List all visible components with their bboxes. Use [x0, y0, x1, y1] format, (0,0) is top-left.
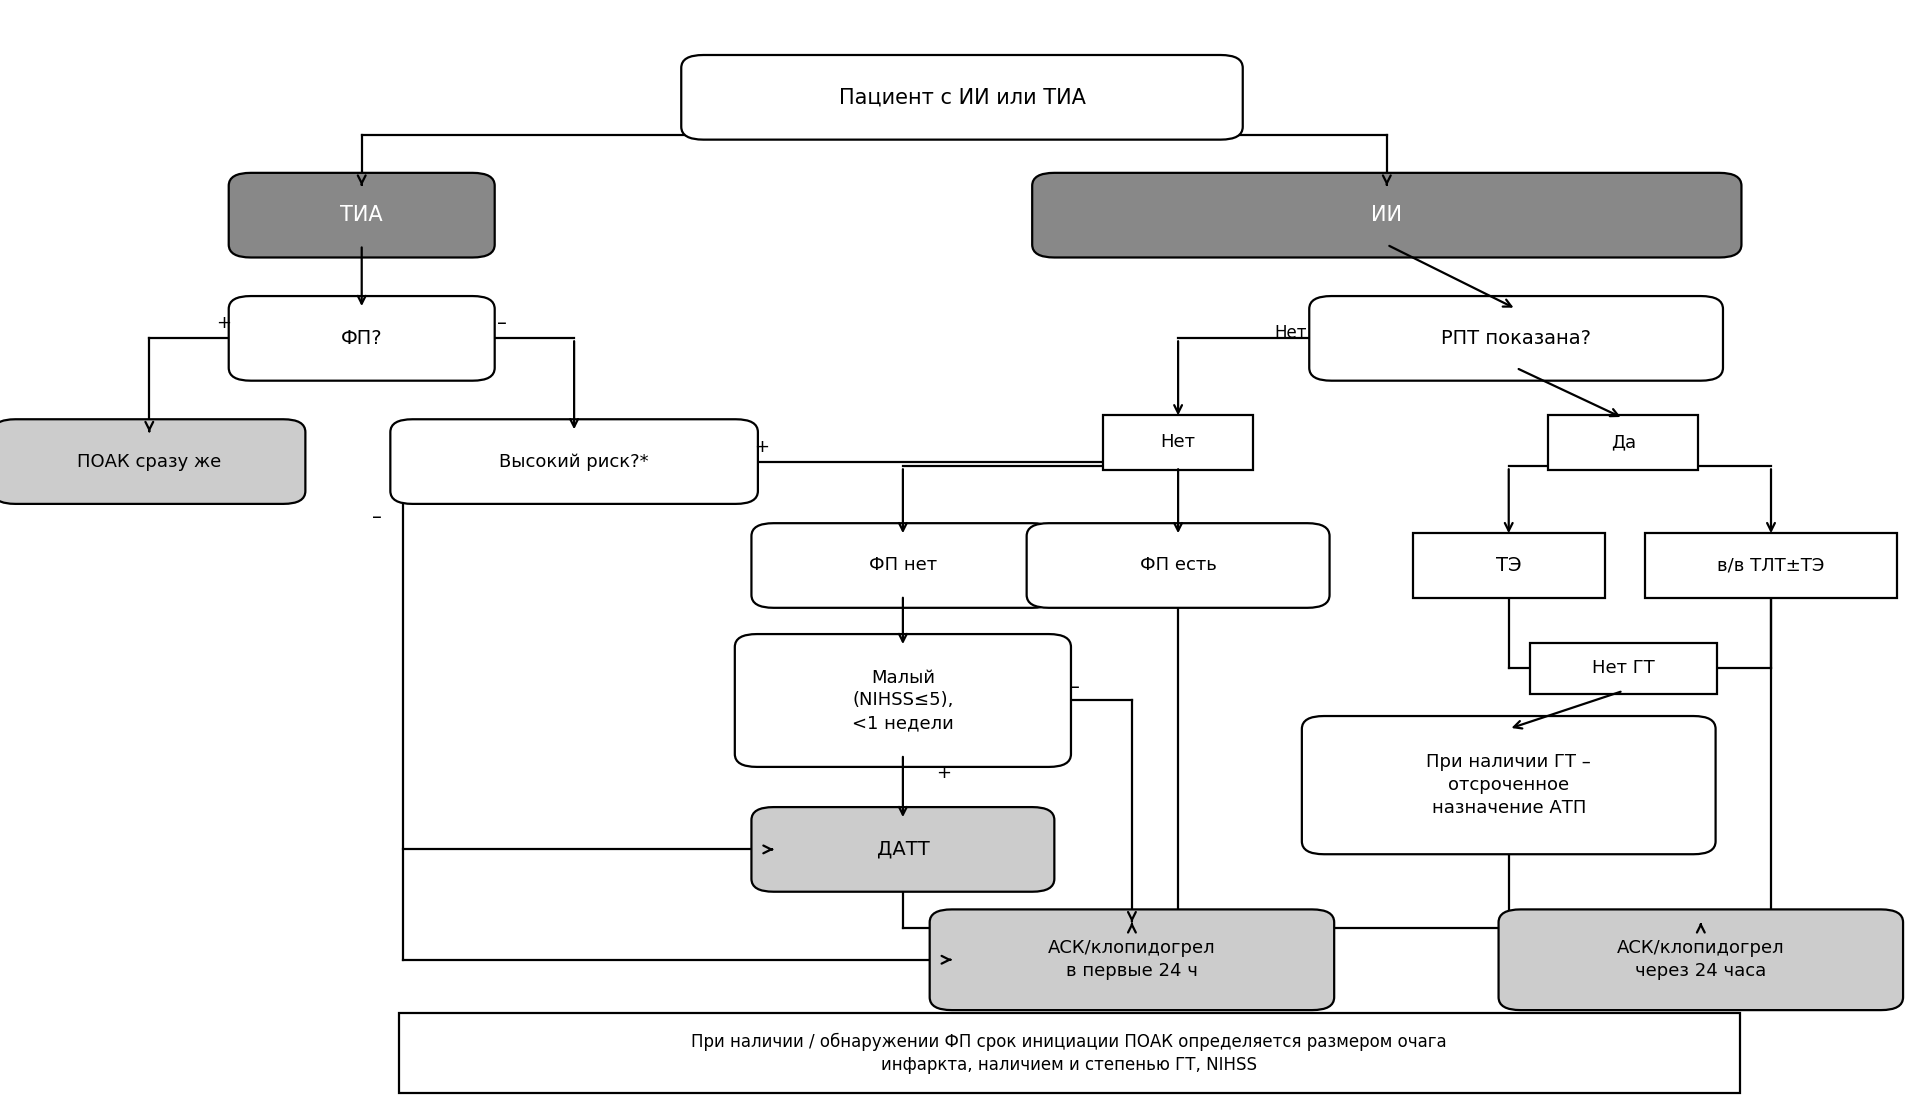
Text: Высокий риск?*: Высокий риск?*	[500, 453, 648, 471]
Text: Пациент с ИИ или ТИА: Пациент с ИИ или ТИА	[838, 87, 1085, 107]
FancyBboxPatch shape	[1102, 415, 1252, 470]
Text: Малый
(NIHSS≤5),
<1 недели: Малый (NIHSS≤5), <1 недели	[852, 668, 954, 732]
Text: +: +	[215, 315, 231, 333]
Text: ТИА: ТИА	[340, 205, 383, 225]
FancyBboxPatch shape	[1027, 523, 1329, 608]
Text: ФП есть: ФП есть	[1138, 557, 1215, 575]
FancyBboxPatch shape	[1031, 173, 1740, 258]
Text: –: –	[1069, 679, 1079, 698]
FancyBboxPatch shape	[1302, 716, 1715, 854]
Text: АСК/клопидогрел
через 24 часа: АСК/клопидогрел через 24 часа	[1615, 940, 1785, 980]
Text: ФП нет: ФП нет	[869, 557, 937, 575]
Text: –: –	[496, 314, 508, 333]
Text: ТЭ: ТЭ	[1496, 556, 1521, 575]
Text: АСК/клопидогрел
в первые 24 ч: АСК/клопидогрел в первые 24 ч	[1048, 940, 1215, 980]
Text: ПОАК сразу же: ПОАК сразу же	[77, 453, 221, 471]
Text: Нет: Нет	[1273, 324, 1306, 341]
Text: в/в ТЛТ±ТЭ: в/в ТЛТ±ТЭ	[1717, 557, 1823, 575]
FancyBboxPatch shape	[229, 173, 494, 258]
FancyBboxPatch shape	[1411, 532, 1604, 598]
Text: Да: Да	[1610, 433, 1635, 451]
Text: РПТ показана?: РПТ показана?	[1440, 329, 1590, 348]
FancyBboxPatch shape	[229, 296, 494, 381]
FancyBboxPatch shape	[681, 55, 1242, 140]
FancyBboxPatch shape	[1529, 643, 1715, 694]
FancyBboxPatch shape	[1548, 415, 1698, 470]
Text: При наличии / обнаружении ФП срок инициации ПОАК определяется размером очага
инф: При наличии / обнаружении ФП срок инициа…	[690, 1032, 1446, 1074]
Text: Нет ГТ: Нет ГТ	[1590, 660, 1654, 677]
Text: ИИ: ИИ	[1371, 205, 1402, 225]
FancyBboxPatch shape	[390, 420, 758, 504]
Text: +: +	[937, 764, 950, 782]
Text: ДАТТ: ДАТТ	[877, 840, 929, 859]
Text: –: –	[373, 508, 383, 528]
Text: +: +	[754, 437, 769, 455]
FancyBboxPatch shape	[929, 910, 1333, 1010]
FancyBboxPatch shape	[1498, 910, 1902, 1010]
FancyBboxPatch shape	[752, 523, 1054, 608]
FancyBboxPatch shape	[1644, 532, 1896, 598]
FancyBboxPatch shape	[735, 634, 1071, 767]
Text: ФП?: ФП?	[340, 329, 383, 348]
Text: Нет: Нет	[1160, 433, 1194, 451]
FancyBboxPatch shape	[752, 807, 1054, 892]
Text: При наличии ГТ –
отсроченное
назначение АТП: При наличии ГТ – отсроченное назначение …	[1425, 753, 1590, 817]
FancyBboxPatch shape	[0, 420, 306, 504]
FancyBboxPatch shape	[398, 1013, 1738, 1093]
FancyBboxPatch shape	[1308, 296, 1723, 381]
